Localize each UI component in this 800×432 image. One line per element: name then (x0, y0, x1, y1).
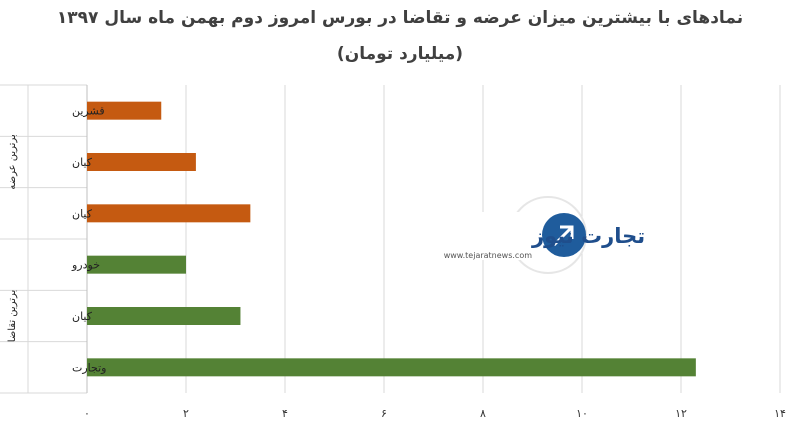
bar (87, 101, 162, 120)
logo-background (408, 212, 556, 260)
bar (87, 358, 696, 377)
bar (87, 153, 196, 171)
x-tick-label: ۲ (183, 407, 189, 420)
bar (87, 255, 186, 274)
category-label: کیان (72, 156, 93, 169)
logo-brand: تجارت نیوز (531, 224, 645, 248)
group-label: برترین تقاضا (7, 290, 18, 343)
chart-title: نمادهای با بیشترین میزان عرضه و تقاضا در… (56, 8, 744, 28)
category-label: وتجارت (72, 361, 107, 374)
chart-subtitle: (میلیارد تومان) (336, 44, 464, 64)
x-tick-label: ۶ (381, 407, 387, 420)
x-tick-label: ۰ (84, 407, 90, 420)
category-label: خودرو (71, 259, 100, 272)
x-tick-label: ۸ (480, 407, 486, 420)
category-label: قشرین (72, 105, 105, 118)
plot-background (0, 85, 800, 393)
x-tick-label: ۱۰ (576, 407, 588, 420)
x-tick-label: ۱۲ (675, 407, 687, 420)
bar (87, 204, 251, 223)
bar (87, 307, 241, 325)
category-label: کیان (72, 207, 93, 220)
logo-arrow-icon (552, 225, 574, 247)
group-label: برترین عرضه (7, 134, 18, 190)
x-tick-label: ۱۴ (774, 407, 786, 420)
x-tick-label: ۴ (282, 407, 288, 420)
logo-url: www.tejaratnews.com (444, 251, 532, 260)
category-label: کیان (72, 310, 93, 323)
